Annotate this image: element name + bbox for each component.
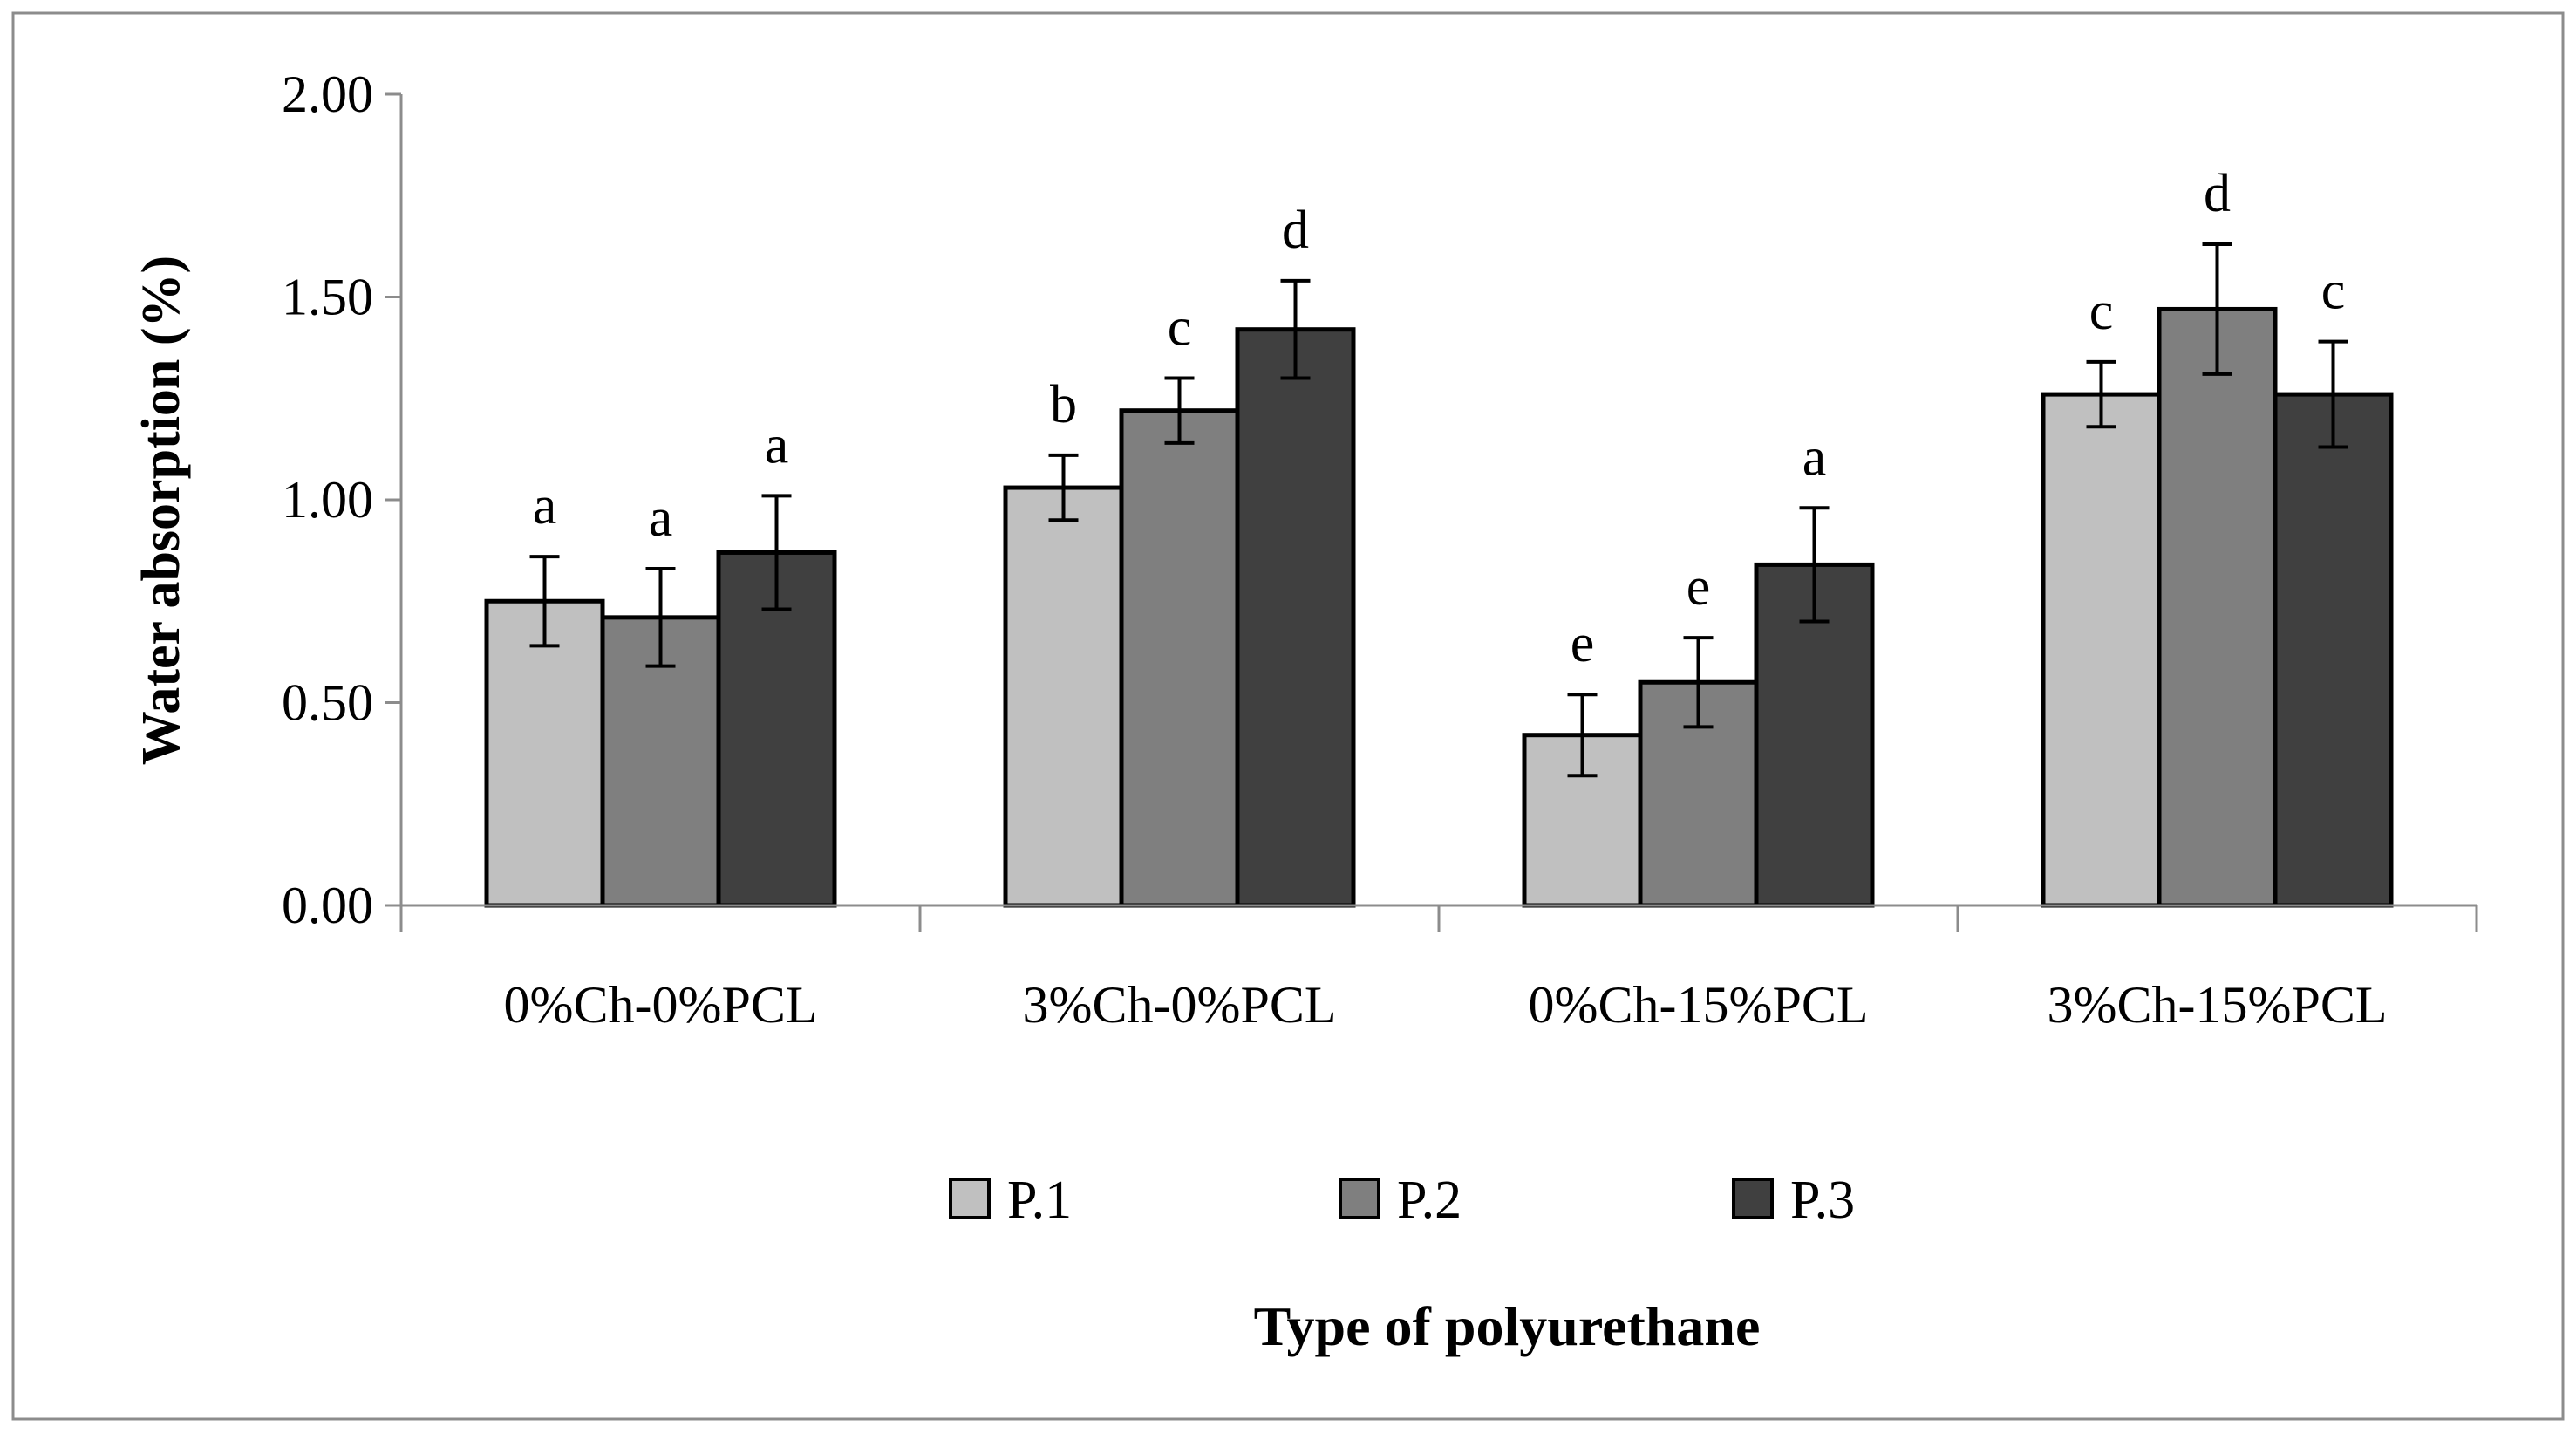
- significance-label: e: [1571, 614, 1595, 673]
- bar: [2041, 392, 2162, 908]
- legend: P.1 P.2 P.3: [949, 1171, 1855, 1230]
- y-tick-label: 1.00: [282, 471, 373, 529]
- bar: [1119, 408, 1240, 908]
- bar: [2157, 306, 2278, 908]
- y-axis-label: Water absorption (%): [132, 256, 191, 765]
- bar: [2273, 392, 2394, 908]
- x-tick-label: 0%Ch-15%PCL: [1529, 976, 1869, 1034]
- significance-label: b: [1050, 375, 1077, 434]
- significance-label: d: [2204, 164, 2231, 223]
- y-tick-label: 2.00: [282, 65, 373, 123]
- legend-swatch: [1339, 1178, 1380, 1219]
- legend-label: P.3: [1790, 1171, 1855, 1230]
- x-axis-label: Type of polyurethane: [1254, 1295, 1761, 1357]
- significance-label: a: [533, 476, 557, 536]
- significance-label: a: [1803, 427, 1827, 487]
- y-tick-label: 0.00: [282, 877, 373, 934]
- bar: [716, 550, 837, 908]
- legend-label: P.1: [1007, 1171, 1072, 1230]
- legend-swatch: [1732, 1178, 1774, 1219]
- significance-label: c: [2089, 282, 2114, 341]
- x-tick-label: 3%Ch-15%PCL: [2048, 976, 2388, 1034]
- significance-label: c: [2321, 262, 2346, 321]
- y-tick-label: 1.50: [282, 269, 373, 326]
- significance-label: c: [1168, 298, 1192, 358]
- bar: [1003, 485, 1124, 908]
- significance-label: e: [1687, 557, 1711, 617]
- x-tick-label: 0%Ch-0%PCL: [504, 976, 818, 1034]
- plot-area: 0.00 0.50 1.00 1.50 2.00 a a a 0%Ch-0%PCL b c d 3%Ch…: [282, 65, 2478, 1034]
- significance-label: a: [649, 488, 673, 548]
- legend-swatch: [949, 1178, 991, 1219]
- significance-label: a: [765, 415, 789, 475]
- y-tick-label: 0.50: [282, 674, 373, 732]
- x-tick-label: 3%Ch-0%PCL: [1023, 976, 1337, 1034]
- legend-label: P.2: [1397, 1171, 1462, 1230]
- significance-label: d: [1282, 201, 1309, 260]
- bar: [1235, 327, 1356, 908]
